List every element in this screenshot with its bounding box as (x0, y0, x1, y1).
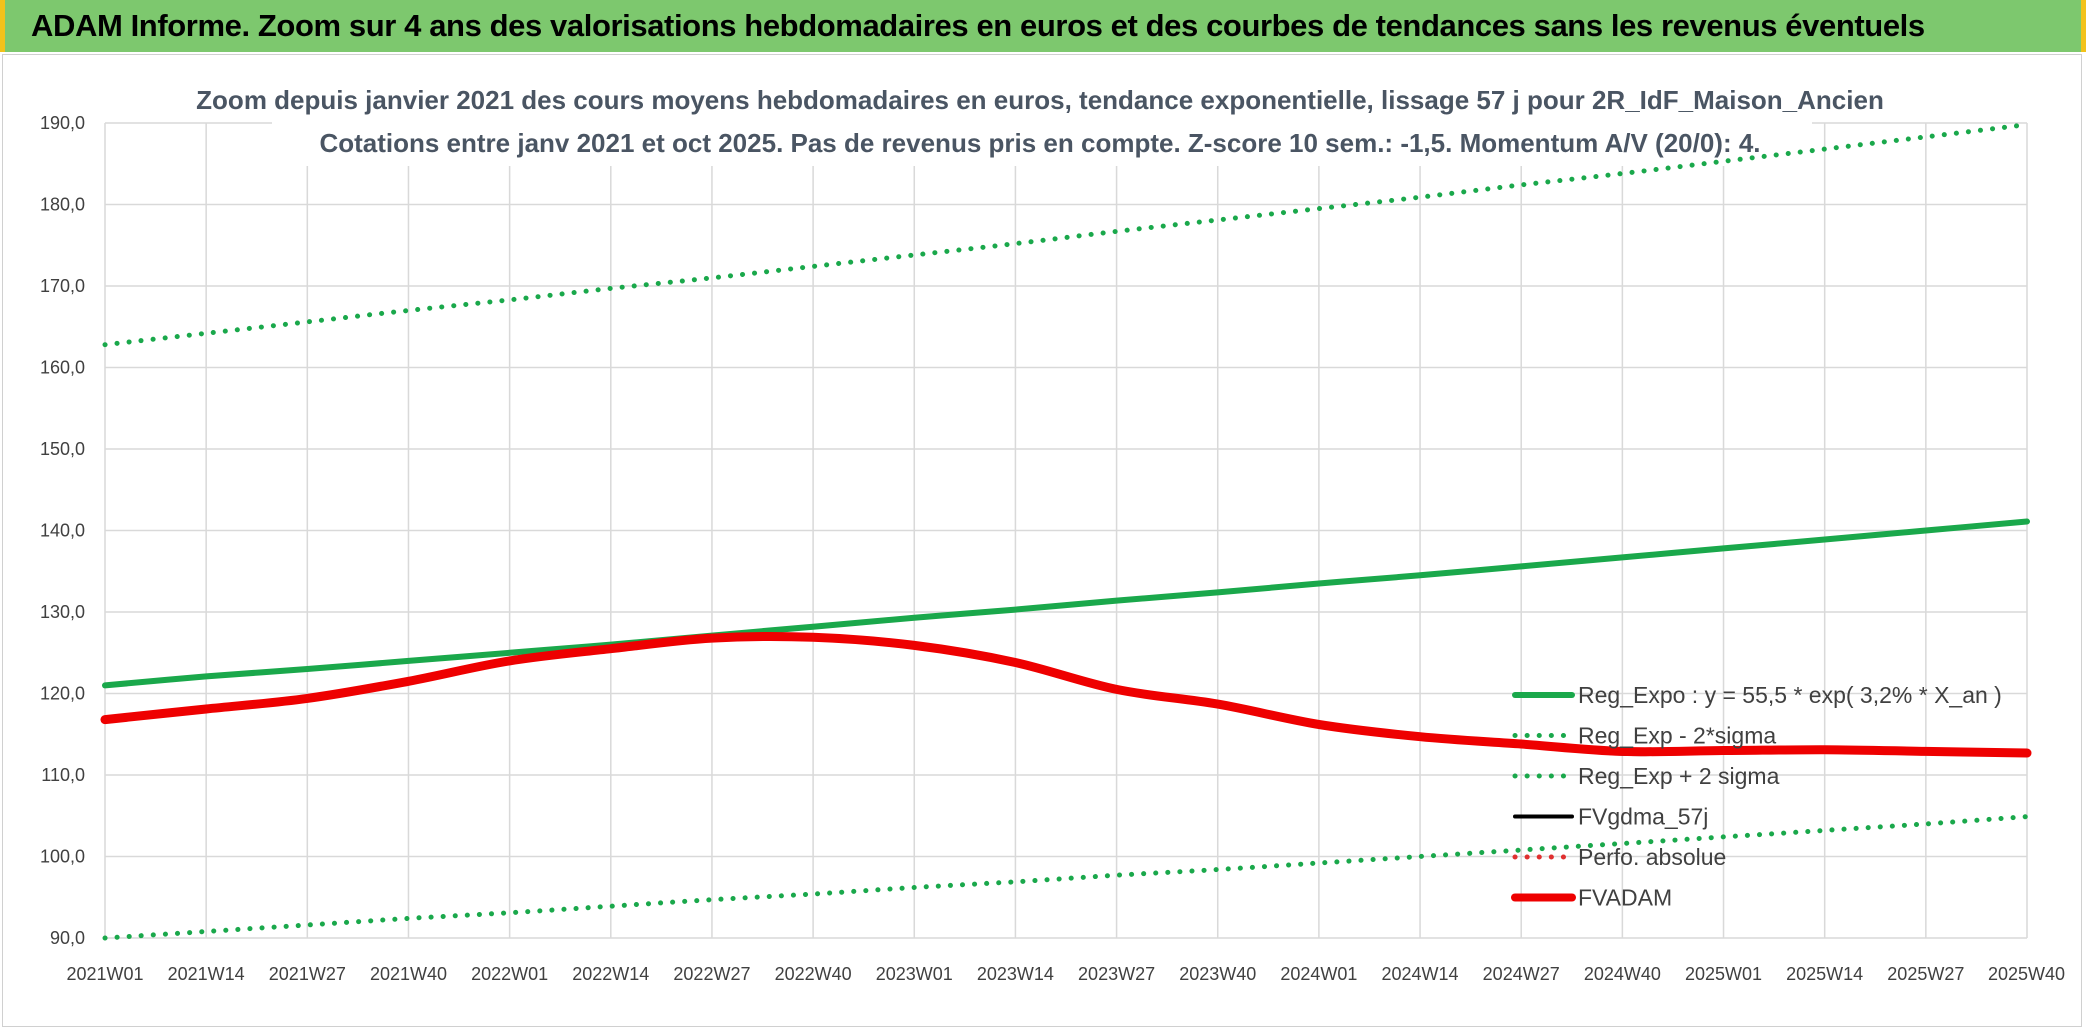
legend-label-2: Reg_Exp + 2 sigma (1578, 763, 1780, 789)
x-tick-label: 2022W01 (471, 964, 548, 984)
chart-title: Zoom depuis janvier 2021 des cours moyen… (196, 85, 1884, 115)
x-tick-label: 2023W01 (876, 964, 953, 984)
y-tick-label: 90,0 (50, 928, 85, 948)
x-tick-label: 2024W40 (1584, 964, 1661, 984)
x-tick-label: 2024W14 (1382, 964, 1459, 984)
chart-subtitle: Cotations entre janv 2021 et oct 2025. P… (319, 128, 1760, 158)
y-tick-label: 140,0 (40, 521, 85, 541)
y-tick-label: 130,0 (40, 602, 85, 622)
x-tick-label: 2025W14 (1786, 964, 1863, 984)
x-tick-label: 2022W14 (572, 964, 649, 984)
series-line-2 (102, 122, 2030, 348)
y-tick-label: 160,0 (40, 358, 85, 378)
x-tick-label: 2021W40 (370, 964, 447, 984)
y-tick-label: 170,0 (40, 276, 85, 296)
x-tick-label: 2023W27 (1078, 964, 1155, 984)
y-tick-label: 180,0 (40, 195, 85, 215)
report-banner-title: ADAM Informe. Zoom sur 4 ans des valoris… (0, 0, 2086, 52)
series-line-0 (102, 518, 2030, 689)
x-tick-label: 2022W27 (673, 964, 750, 984)
series-line-1 (102, 814, 2030, 941)
chart-frame (2, 54, 2082, 1027)
y-tick-label: 100,0 (40, 847, 85, 867)
y-tick-label: 150,0 (40, 439, 85, 459)
y-tick-label: 190,0 (40, 113, 85, 133)
x-tick-label: 2025W01 (1685, 964, 1762, 984)
y-tick-label: 110,0 (41, 765, 85, 785)
series-line-5 (100, 631, 2032, 758)
legend-label-0: Reg_Expo : y = 55,5 * exp( 3,2% * X_an ) (1578, 682, 2002, 708)
x-tick-label: 2023W40 (1179, 964, 1256, 984)
x-tick-label: 2025W27 (1887, 964, 1964, 984)
x-tick-label: 2021W01 (66, 964, 143, 984)
x-tick-label: 2021W14 (168, 964, 245, 984)
x-tick-label: 2022W40 (775, 964, 852, 984)
legend-label-5: FVADAM (1578, 885, 1672, 911)
y-tick-label: 120,0 (40, 684, 85, 704)
legend-label-1: Reg_Exp - 2*sigma (1578, 723, 1776, 749)
x-tick-label: 2023W14 (977, 964, 1054, 984)
x-tick-label: 2024W27 (1483, 964, 1560, 984)
legend-label-3: FVgdma_57j (1578, 804, 1708, 830)
x-tick-label: 2024W01 (1280, 964, 1357, 984)
legend-label-4: Perfo. absolue (1578, 844, 1726, 870)
x-tick-label: 2021W27 (269, 964, 346, 984)
x-tick-label: 2025W40 (1988, 964, 2065, 984)
